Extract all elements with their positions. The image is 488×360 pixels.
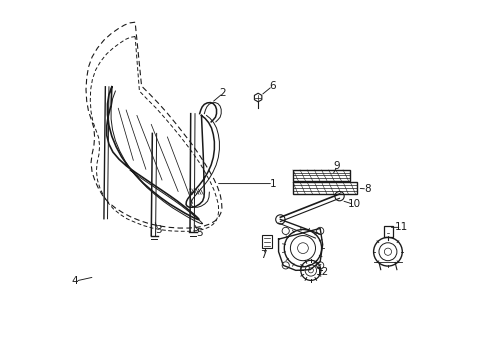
Text: 5: 5 (196, 228, 203, 238)
Bar (383, 226, 392, 237)
Text: 10: 10 (346, 199, 360, 210)
Text: 12: 12 (315, 267, 328, 277)
Text: 1: 1 (269, 179, 276, 189)
Text: 11: 11 (394, 222, 407, 232)
Text: 9: 9 (333, 161, 340, 171)
Bar (292, 182, 357, 194)
Text: 7: 7 (260, 249, 266, 260)
Text: 4: 4 (72, 276, 79, 286)
Text: 6: 6 (268, 81, 275, 91)
Text: 2: 2 (219, 88, 226, 98)
Text: 8: 8 (363, 184, 370, 194)
Bar (292, 170, 349, 181)
Text: 3: 3 (155, 225, 162, 235)
